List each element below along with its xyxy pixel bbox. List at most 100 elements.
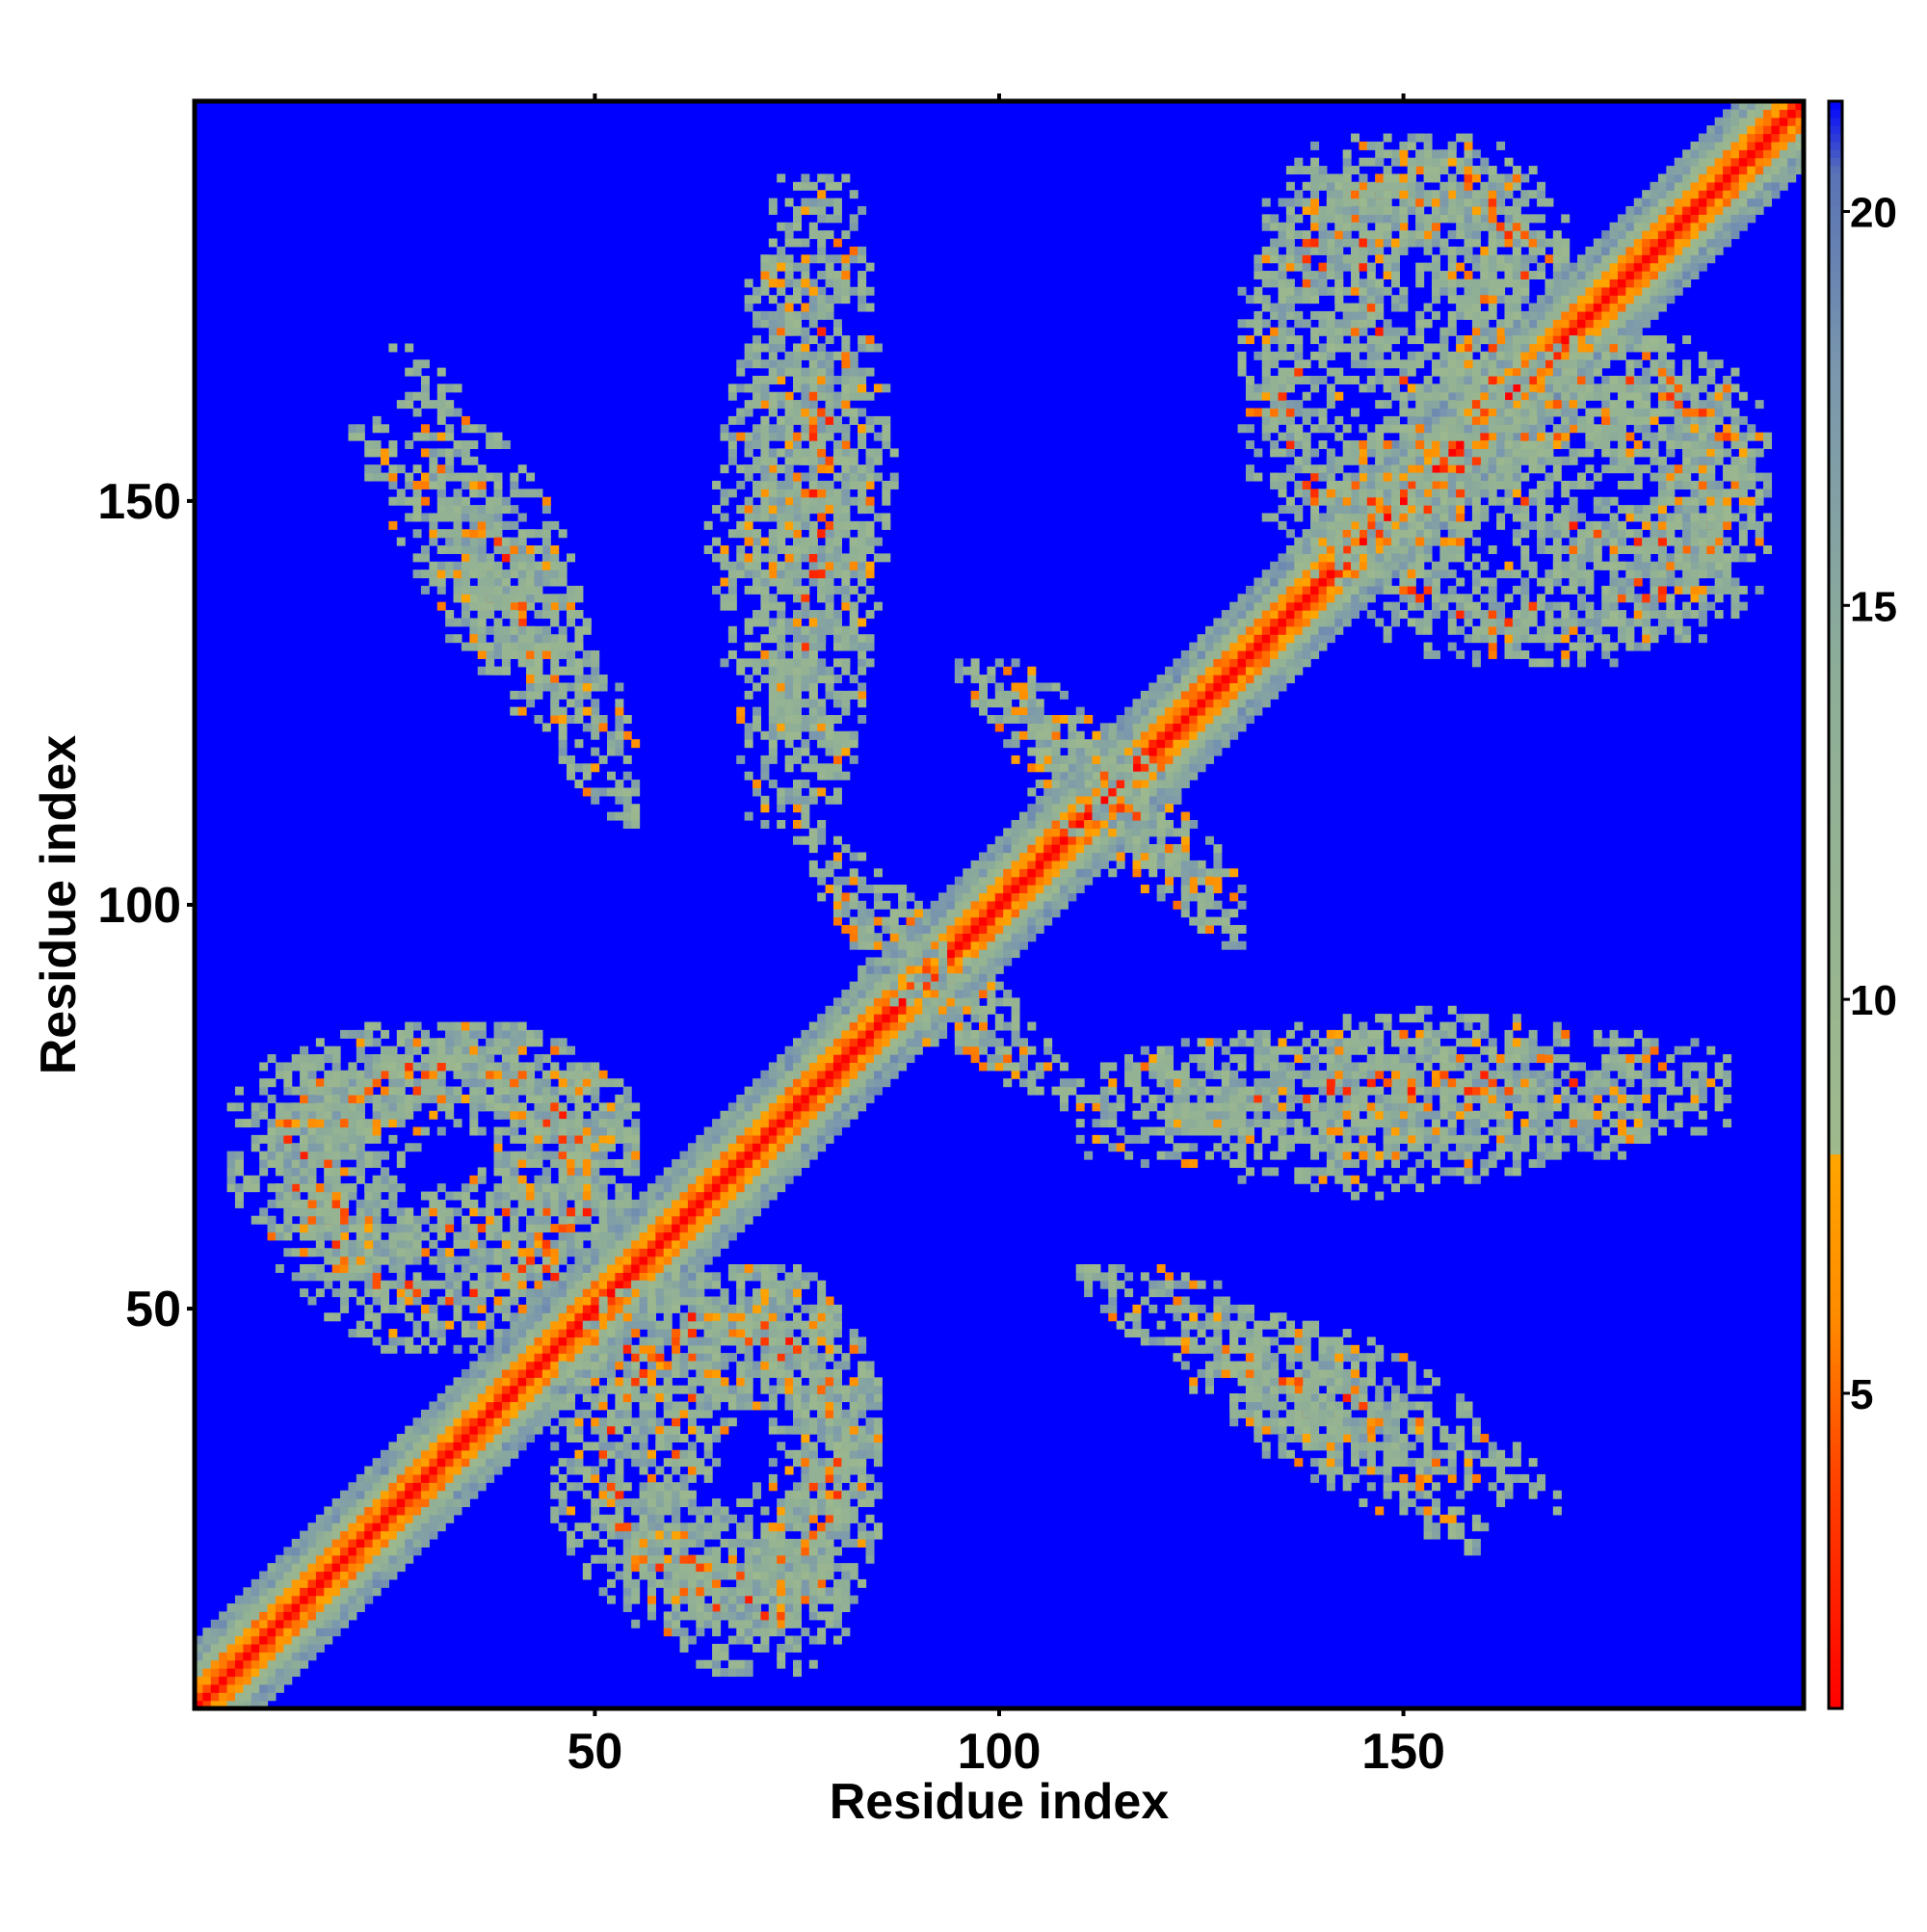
heatmap-cell — [865, 990, 875, 998]
heatmap-cell — [372, 1248, 382, 1257]
heatmap-cell — [219, 1659, 228, 1669]
heatmap-cell — [744, 1578, 753, 1588]
heatmap-cell — [1690, 157, 1700, 167]
heatmap-cell — [913, 916, 923, 926]
heatmap-cell — [1204, 730, 1214, 740]
heatmap-cell — [1528, 351, 1538, 360]
heatmap-cell — [501, 1110, 511, 1120]
heatmap-cell — [808, 1070, 818, 1079]
heatmap-cell — [324, 1563, 333, 1573]
heatmap-cell — [195, 1676, 203, 1685]
heatmap-cell — [591, 1248, 600, 1257]
heatmap-cell — [1148, 715, 1158, 725]
heatmap-cell — [1359, 585, 1368, 595]
heatmap-cell — [340, 1490, 350, 1499]
heatmap-cell — [526, 1224, 536, 1233]
heatmap-cell — [1003, 957, 1013, 966]
heatmap-cell — [1342, 585, 1352, 595]
heatmap-cell — [687, 1409, 697, 1418]
heatmap-cell — [582, 1329, 592, 1338]
heatmap-cell — [574, 1288, 584, 1298]
heatmap-cell — [1779, 173, 1788, 183]
heatmap-cell — [1642, 230, 1651, 240]
heatmap-cell — [712, 1434, 722, 1442]
heatmap-cell — [1771, 157, 1781, 167]
heatmap-cell — [477, 1482, 487, 1492]
heatmap-cell — [1294, 649, 1304, 659]
heatmap-cell — [1504, 424, 1514, 434]
heatmap-cell — [574, 1458, 584, 1468]
heatmap-cell — [687, 1191, 697, 1201]
heatmap-cell — [1585, 303, 1595, 312]
heatmap-cell — [348, 1288, 357, 1298]
heatmap-cell — [396, 1547, 406, 1556]
heatmap-cell — [898, 1029, 908, 1039]
heatmap-cell — [307, 1635, 317, 1645]
heatmap-cell — [412, 1417, 422, 1427]
heatmap-cell — [1237, 594, 1247, 603]
heatmap-cell — [486, 1038, 495, 1047]
heatmap-cell — [1270, 594, 1280, 603]
heatmap-cell — [1059, 860, 1069, 869]
heatmap-cell — [1092, 771, 1101, 781]
heatmap-cell — [1326, 634, 1335, 644]
heatmap-cell — [243, 1652, 252, 1661]
heatmap-cell — [987, 885, 996, 894]
heatmap-cell — [979, 876, 989, 886]
heatmap-cell — [340, 1595, 350, 1604]
heatmap-cell — [696, 1199, 705, 1208]
heatmap-cell — [1642, 310, 1651, 320]
heatmap-cell — [922, 924, 932, 934]
heatmap-cell — [1633, 222, 1643, 231]
heatmap-cell — [1003, 828, 1013, 837]
heatmap-cell — [1690, 198, 1700, 207]
heatmap-cell — [574, 1263, 584, 1273]
heatmap-cell — [793, 1038, 802, 1047]
heatmap-cell — [832, 1021, 842, 1031]
heatmap-cell — [841, 1029, 851, 1039]
heatmap-cell — [1068, 876, 1077, 886]
heatmap-cell — [1059, 844, 1069, 854]
heatmap-cell — [1294, 561, 1304, 570]
heatmap-cell — [663, 1224, 673, 1233]
heatmap-cell — [1180, 715, 1190, 725]
heatmap-cell — [1666, 254, 1676, 264]
heatmap-cell — [615, 1498, 624, 1508]
heatmap-cell — [906, 981, 915, 991]
heatmap-cell — [1480, 456, 1490, 465]
heatmap-cell — [801, 1143, 810, 1152]
heatmap-cell — [1698, 246, 1707, 255]
heatmap-cell — [234, 1191, 244, 1201]
heatmap-cell — [1148, 795, 1158, 805]
heatmap-cell — [631, 1248, 641, 1257]
heatmap-cell — [574, 1272, 584, 1282]
heatmap-cell — [1003, 900, 1013, 910]
heatmap-cell — [372, 1498, 382, 1508]
heatmap-cell — [865, 1514, 875, 1523]
heatmap-cell — [356, 1151, 365, 1160]
heatmap-cell — [372, 1320, 382, 1330]
heatmap-cell — [687, 1563, 697, 1573]
heatmap-cell — [606, 1473, 616, 1483]
heatmap-cell — [622, 1263, 632, 1273]
heatmap-cell — [1326, 594, 1335, 603]
heatmap-cell — [307, 1628, 317, 1637]
heatmap-cell — [615, 1231, 624, 1241]
heatmap-cell — [655, 1425, 665, 1435]
heatmap-cell — [938, 924, 948, 934]
heatmap-cell — [567, 1280, 576, 1289]
heatmap-cell — [1537, 335, 1546, 345]
heatmap-cell — [1528, 335, 1538, 345]
heatmap-cell — [1270, 585, 1280, 595]
heatmap-cell — [219, 1683, 228, 1693]
heatmap-cell — [405, 1449, 414, 1459]
heatmap-cell — [622, 1094, 632, 1103]
heatmap-cell — [793, 1045, 802, 1055]
heatmap-cell — [882, 1029, 891, 1039]
heatmap-cell — [622, 1231, 632, 1241]
heatmap-cell — [696, 1143, 705, 1152]
heatmap-cell — [1666, 166, 1676, 175]
heatmap-cell — [832, 1449, 842, 1459]
heatmap-cell — [1787, 157, 1797, 167]
heatmap-cell — [954, 940, 964, 950]
